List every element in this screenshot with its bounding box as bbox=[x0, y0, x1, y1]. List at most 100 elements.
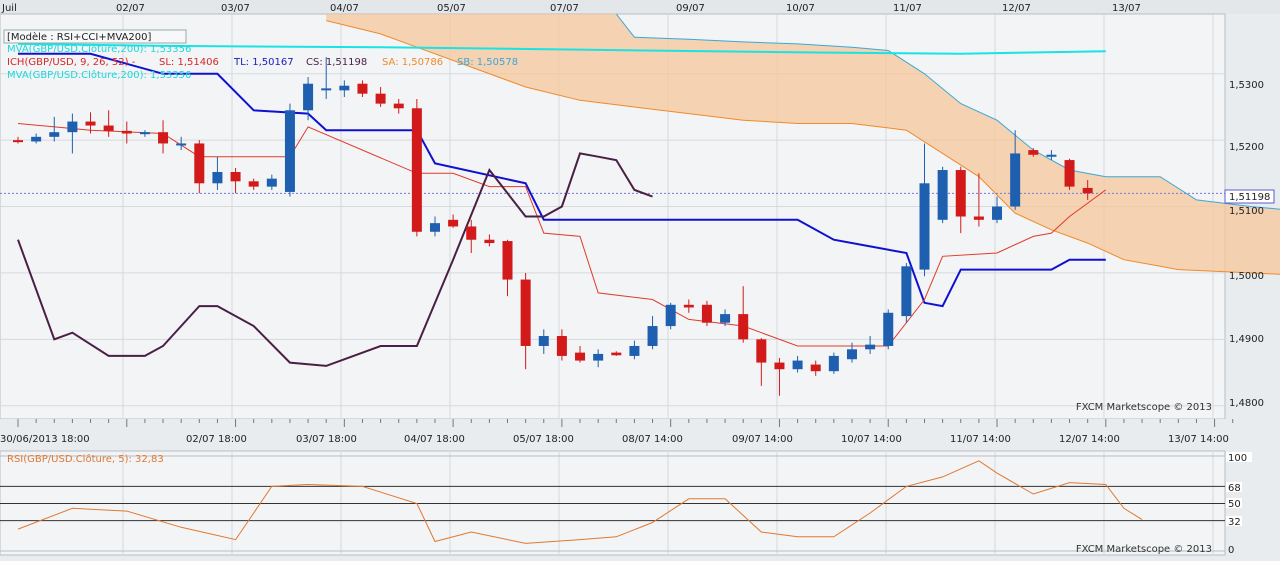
bottom-axis-label: 05/07 18:00 bbox=[513, 434, 574, 445]
bottom-axis-ticks bbox=[17, 419, 1234, 427]
rsi-level-box bbox=[1226, 498, 1242, 508]
top-axis-label: 07/07 bbox=[550, 3, 579, 14]
template-box[interactable] bbox=[3, 29, 187, 44]
top-axis-label: 04/07 bbox=[330, 3, 359, 14]
candle-body bbox=[339, 85, 350, 91]
candle bbox=[1046, 150, 1057, 161]
candle-body bbox=[1064, 160, 1075, 187]
price-label: 1,5000 bbox=[1229, 271, 1264, 282]
bottom-axis-label: 09/07 14:00 bbox=[732, 434, 793, 445]
candle bbox=[139, 130, 150, 137]
rsi-level-label: 0 bbox=[1228, 545, 1234, 556]
candle bbox=[284, 103, 295, 197]
top-axis-label: 02/07 bbox=[116, 3, 145, 14]
candle-body bbox=[901, 266, 912, 317]
candle bbox=[303, 77, 314, 121]
senkou-span-a-line bbox=[326, 20, 1280, 275]
candle-body bbox=[49, 132, 60, 137]
candle-body bbox=[647, 326, 658, 346]
price-label: 1,5200 bbox=[1229, 142, 1264, 153]
candle-body bbox=[810, 364, 821, 372]
candle-body bbox=[774, 362, 785, 370]
price-scale: 1,5300 1,5200 1,5100 1,5000 1,4900 1,480… bbox=[1229, 80, 1264, 409]
top-axis-label: 10/07 bbox=[786, 3, 815, 14]
candle-body bbox=[629, 345, 640, 356]
candle-body bbox=[266, 178, 277, 187]
candle-body bbox=[502, 241, 513, 280]
bottom-time-axis bbox=[0, 419, 1280, 449]
candle bbox=[883, 309, 894, 350]
top-axis-label: 11/07 bbox=[893, 3, 922, 14]
price-label: 1,5100 bbox=[1229, 206, 1264, 217]
candle-body bbox=[158, 132, 169, 144]
rsi-level-label: 50 bbox=[1228, 499, 1241, 510]
candle bbox=[683, 299, 694, 313]
legend-mva-bottom: MVA(GBP/USD.Clôture,200): 1,53356 bbox=[7, 69, 191, 81]
kijun-sen-line bbox=[18, 52, 1106, 308]
top-axis-label: 03/07 bbox=[221, 3, 250, 14]
candle bbox=[919, 143, 930, 277]
template-label: [Modèle : RSI+CCI+MVA200] bbox=[7, 31, 151, 43]
candle-body bbox=[31, 136, 42, 142]
ichimoku-cloud bbox=[326, 14, 1280, 275]
candle bbox=[429, 216, 440, 237]
bottom-axis-label: 13/07 14:00 bbox=[1168, 434, 1229, 445]
candle bbox=[901, 262, 912, 323]
candle bbox=[85, 112, 96, 134]
candle bbox=[556, 329, 567, 361]
candle-body bbox=[683, 304, 694, 308]
candle-body bbox=[393, 103, 404, 109]
candle-body bbox=[556, 336, 567, 356]
mva200-line bbox=[17, 42, 1106, 55]
bottom-axis-label: 30/06/2013 18:00 bbox=[0, 434, 90, 445]
candle-body bbox=[828, 355, 839, 372]
rsi-scale: 100 68 50 32 0 bbox=[1226, 452, 1252, 556]
candle-body bbox=[13, 140, 23, 143]
top-axis-label: 05/07 bbox=[437, 3, 466, 14]
candle-body bbox=[484, 239, 495, 244]
candle-body bbox=[466, 226, 477, 240]
top-axis-label: 09/07 bbox=[676, 3, 705, 14]
top-axis-labels: Juil 02/07 03/07 04/07 05/07 07/07 09/07… bbox=[1, 3, 1141, 14]
candle bbox=[194, 140, 205, 194]
candle-body bbox=[937, 170, 948, 220]
candle-body bbox=[701, 304, 712, 323]
candle-body bbox=[593, 353, 604, 361]
candle-body bbox=[1010, 153, 1021, 207]
candle-body bbox=[756, 339, 767, 363]
candle-body bbox=[992, 206, 1003, 220]
candle-body bbox=[411, 108, 422, 232]
candle-body bbox=[1046, 154, 1057, 157]
legend-ichimoku: ICH(GBP/USD, 9, 26, 52) - bbox=[7, 57, 136, 68]
candle bbox=[611, 351, 622, 356]
candle-body bbox=[448, 219, 459, 227]
candlestick-series bbox=[13, 57, 1093, 396]
price-watermark: FXCM Marketscope © 2013 bbox=[1076, 402, 1212, 413]
candle-body bbox=[792, 360, 803, 370]
candle bbox=[520, 272, 531, 370]
candle-body bbox=[720, 314, 731, 323]
bottom-axis-label: 12/07 14:00 bbox=[1059, 434, 1120, 445]
candle bbox=[357, 80, 368, 97]
candle bbox=[448, 214, 459, 228]
candle-body bbox=[67, 121, 78, 133]
candle-body bbox=[212, 172, 223, 184]
current-price-text: 1,51198 bbox=[1229, 192, 1270, 203]
candle-body bbox=[575, 352, 586, 361]
bottom-axis-label: 08/07 14:00 bbox=[622, 434, 683, 445]
rsi-watermark: FXCM Marketscope © 2013 bbox=[1076, 544, 1212, 555]
candle bbox=[629, 340, 640, 360]
candle bbox=[67, 113, 78, 154]
top-axis-label: 12/07 bbox=[1002, 3, 1031, 14]
candle-body bbox=[738, 314, 749, 340]
candle-body bbox=[121, 130, 132, 134]
legend-sl: SL: 1,51406 bbox=[159, 57, 219, 68]
candle bbox=[720, 309, 731, 327]
rsi-legend: RSI(GBP/USD.Clôture, 5): 32,83 bbox=[7, 453, 164, 465]
current-price-tag: 1,51198 bbox=[1224, 189, 1275, 204]
candle bbox=[484, 234, 495, 247]
candle-body bbox=[194, 143, 205, 184]
candle bbox=[1010, 130, 1021, 210]
price-label: 1,4800 bbox=[1229, 398, 1264, 409]
